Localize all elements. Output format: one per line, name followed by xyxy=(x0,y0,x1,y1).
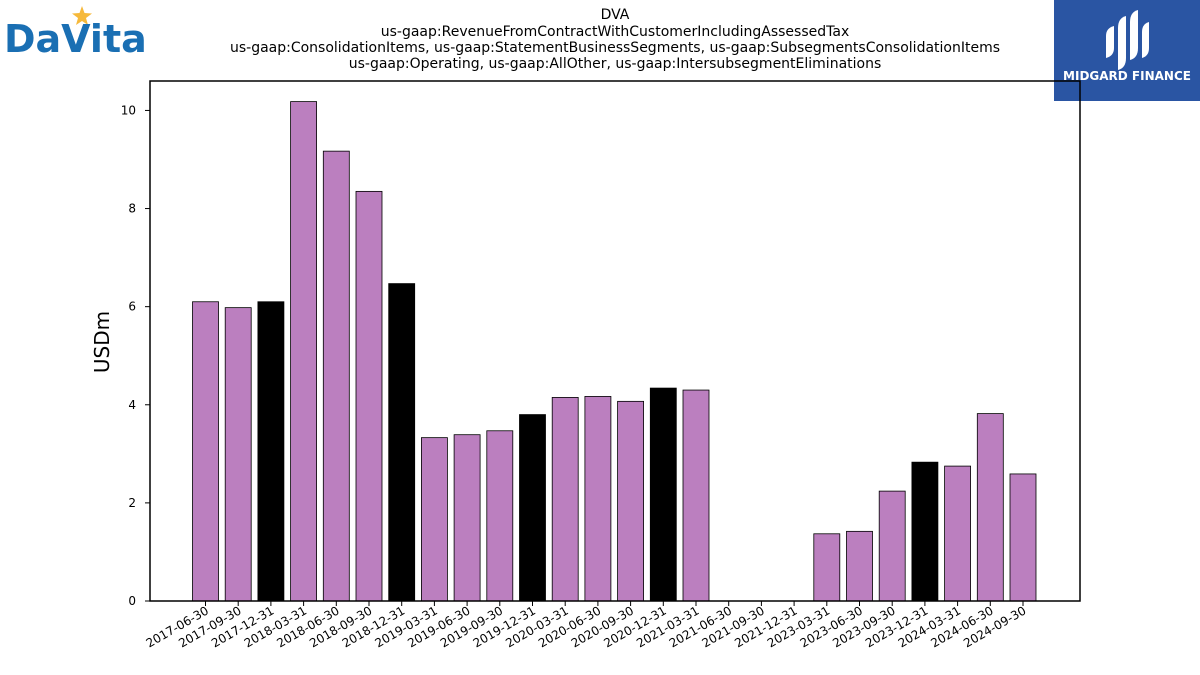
bar-2023-12-31 xyxy=(911,461,939,602)
bar-2019-03-31 xyxy=(420,437,448,602)
bar-2020-03-31 xyxy=(551,397,579,602)
chart-title-members: us-gaap:Operating, us-gaap:AllOther, us-… xyxy=(348,56,882,72)
plot-frame xyxy=(149,80,1081,602)
bar-2021-03-31 xyxy=(682,389,710,602)
midgard-finance-text: MIDGARD FINANCE xyxy=(1063,69,1191,83)
y-tick-label: 6 xyxy=(128,300,136,314)
y-tick-label: 0 xyxy=(128,594,136,608)
midgard-finance-logo: MIDGARD FINANCE xyxy=(1054,0,1200,101)
bar-2023-03-31 xyxy=(813,533,841,602)
bar-2019-06-30 xyxy=(453,434,481,602)
bar-2018-06-30 xyxy=(322,150,350,602)
bar-2020-12-31 xyxy=(649,387,677,602)
davita-logo: DaVita xyxy=(4,2,147,61)
bar-2018-03-31 xyxy=(290,101,318,602)
bar-2017-12-31 xyxy=(257,301,285,602)
bar-2020-06-30 xyxy=(584,396,612,602)
y-tick-label: 4 xyxy=(128,398,136,412)
chart-title-axes: us-gaap:ConsolidationItems, us-gaap:Stat… xyxy=(229,40,1001,56)
midgard-emblem-icon xyxy=(1106,10,1149,70)
bar-2024-09-30 xyxy=(1009,473,1037,602)
bar-2024-03-31 xyxy=(944,465,971,602)
bar-2017-06-30 xyxy=(192,301,219,602)
y-tick-label: 8 xyxy=(128,202,136,216)
bar-2017-09-30 xyxy=(224,307,252,602)
star-icon xyxy=(72,6,92,25)
y-tick-label: 2 xyxy=(128,496,136,510)
davita-logo-text: DaVita xyxy=(4,17,144,58)
bar-2019-09-30 xyxy=(486,430,514,602)
bar-2018-12-31 xyxy=(388,283,416,602)
y-tick-label: 10 xyxy=(121,103,136,117)
bar-2023-06-30 xyxy=(846,530,873,602)
chart-title-ticker: DVA xyxy=(600,7,630,23)
bar-2023-09-30 xyxy=(878,490,906,602)
bar-2019-12-31 xyxy=(519,414,546,602)
bar-2024-06-30 xyxy=(976,413,1004,602)
bar-2020-09-30 xyxy=(617,400,644,602)
bar-2018-09-30 xyxy=(355,190,383,602)
y-axis-label: USDm xyxy=(90,311,114,373)
chart-title-concept: us-gaap:RevenueFromContractWithCustomerI… xyxy=(380,24,850,40)
